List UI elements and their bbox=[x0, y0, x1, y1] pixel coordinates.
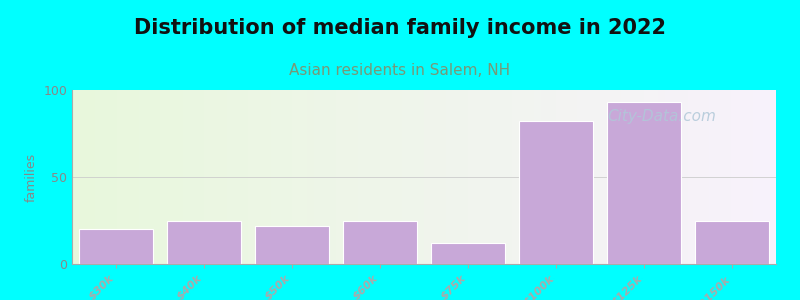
Bar bbox=[694, 220, 770, 264]
Text: Asian residents in Salem, NH: Asian residents in Salem, NH bbox=[290, 63, 510, 78]
Bar bbox=[166, 220, 242, 264]
Bar bbox=[430, 243, 506, 264]
Bar bbox=[518, 121, 594, 264]
Text: Distribution of median family income in 2022: Distribution of median family income in … bbox=[134, 18, 666, 38]
Text: City-Data.com: City-Data.com bbox=[607, 109, 716, 124]
Bar bbox=[606, 102, 682, 264]
Bar bbox=[78, 229, 154, 264]
Bar bbox=[342, 220, 418, 264]
Bar bbox=[254, 226, 330, 264]
Y-axis label: families: families bbox=[25, 152, 38, 202]
